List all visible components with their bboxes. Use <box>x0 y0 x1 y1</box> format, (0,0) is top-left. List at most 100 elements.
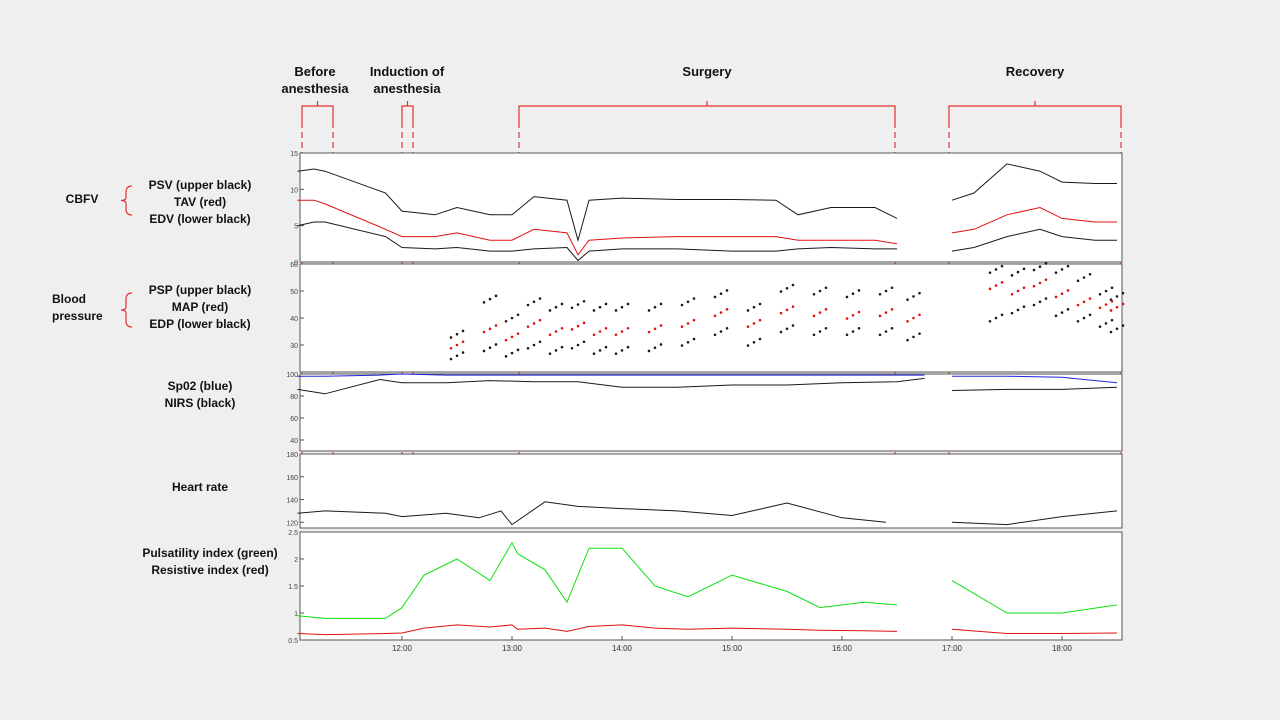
series-line-pi-pulsatility-index-recovery <box>951 580 1118 614</box>
data-point-bp-psp <box>494 294 498 298</box>
data-point-bp-psp <box>510 316 514 320</box>
x-tick-label: 16:00 <box>832 644 853 653</box>
data-point-bp-map <box>455 343 459 347</box>
data-point-bp-edp <box>482 349 486 353</box>
data-point-bp-map <box>1066 289 1070 292</box>
data-point-bp-edp <box>1044 297 1048 300</box>
data-point-bp-edp <box>1038 300 1042 304</box>
data-point-bp-psp <box>1088 272 1092 276</box>
data-point-bp-psp <box>538 297 542 300</box>
data-point-bp-psp <box>818 289 822 293</box>
y-tick-label-oxy: 40 <box>290 438 298 445</box>
data-point-bp-map <box>538 318 542 322</box>
data-point-bp-map <box>647 330 651 334</box>
x-tick-label: 17:00 <box>942 644 963 653</box>
data-point-bp-map <box>719 311 723 314</box>
data-point-bp-edp <box>812 333 816 337</box>
data-point-bp-psp <box>626 302 630 306</box>
data-point-bp-edp <box>532 343 536 347</box>
data-point-bp-edp <box>1054 314 1058 318</box>
y-tick-label-oxy: 60 <box>290 416 298 423</box>
data-point-bp-edp <box>890 326 894 330</box>
y-tick-label-cbfv: 5 <box>294 224 298 231</box>
x-tick-label: 13:00 <box>502 644 523 653</box>
data-point-bp-edp <box>1088 313 1092 317</box>
data-point-bp-psp <box>791 283 795 287</box>
data-point-bp-map <box>1076 303 1080 307</box>
data-point-bp-psp <box>647 309 651 312</box>
data-point-bp-map <box>725 308 729 311</box>
data-point-bp-edp <box>680 344 684 347</box>
data-point-bp-edp <box>598 349 602 352</box>
data-point-bp-psp <box>620 305 624 309</box>
data-point-bp-psp <box>449 336 453 339</box>
data-point-bp-map <box>758 318 762 322</box>
y-tick-label-pi: 1 <box>294 611 298 618</box>
data-point-bp-psp <box>1098 292 1102 296</box>
data-point-bp-edp <box>1104 322 1108 325</box>
data-point-bp-psp <box>779 290 783 293</box>
cbfv-group-label: CBFV <box>65 192 99 206</box>
data-point-bp-map <box>592 333 596 337</box>
data-point-bp-psp <box>1082 276 1086 279</box>
data-point-bp-edp <box>906 338 909 342</box>
data-point-bp-edp <box>1010 311 1014 315</box>
data-point-bp-map <box>1060 292 1064 296</box>
data-point-bp-map <box>845 317 849 320</box>
data-point-bp-psp <box>516 313 520 317</box>
panel-frame-bp <box>299 263 1123 373</box>
data-point-bp-edp <box>791 324 795 327</box>
data-point-bp-edp <box>845 333 849 337</box>
data-point-bp-map <box>918 313 921 317</box>
data-point-bp-map <box>554 330 558 333</box>
data-point-bp-psp <box>614 309 618 312</box>
data-point-bp-psp <box>851 292 855 296</box>
data-point-bp-psp <box>1022 267 1026 271</box>
data-point-bp-map <box>912 316 915 320</box>
label-brace <box>120 185 133 216</box>
data-point-bp-map <box>1098 306 1102 310</box>
data-point-bp-psp <box>912 295 915 298</box>
data-point-bp-psp <box>554 305 558 309</box>
data-point-bp-map <box>626 326 630 330</box>
data-point-bp-map <box>494 324 498 327</box>
data-point-bp-map <box>779 311 783 315</box>
data-point-bp-psp <box>1060 268 1064 271</box>
data-point-bp-map <box>1022 286 1026 290</box>
data-point-bp-map <box>1121 302 1125 306</box>
series-line-cbfv-edv-recovery <box>951 228 1117 252</box>
data-point-bp-map <box>1115 305 1119 309</box>
y-tick-label-pi: 1.5 <box>288 584 298 591</box>
series-line-oxy-nirs <box>297 377 925 395</box>
data-point-bp-edp <box>1066 308 1070 311</box>
data-point-bp-map <box>878 314 882 318</box>
data-point-bp-edp <box>488 346 492 350</box>
data-point-bp-map <box>582 321 586 325</box>
data-point-bp-psp <box>994 268 998 271</box>
data-point-bp-edp <box>526 346 530 350</box>
data-point-bp-edp <box>752 341 756 344</box>
data-point-bp-map <box>1010 292 1014 296</box>
phase-label-recovery: Recovery <box>1005 64 1065 79</box>
data-point-bp-psp <box>653 305 657 309</box>
y-tick-label-cbfv: 15 <box>290 151 298 158</box>
phase-bracket <box>401 101 414 122</box>
data-point-bp-edp <box>884 330 888 333</box>
panel-frame-hr <box>299 453 1123 529</box>
hr-label: Heart rate <box>171 480 229 494</box>
data-point-bp-edp <box>455 354 459 358</box>
y-tick-label-hr: 160 <box>286 475 298 482</box>
y-tick-label-cbfv: 10 <box>290 187 298 194</box>
data-point-bp-edp <box>719 330 723 333</box>
data-point-bp-map <box>482 330 486 334</box>
data-point-bp-psp <box>824 286 828 290</box>
data-point-bp-edp <box>1110 318 1114 322</box>
data-point-bp-psp <box>752 305 756 309</box>
data-point-bp-map <box>614 333 618 337</box>
data-point-bp-map <box>746 325 750 328</box>
data-point-bp-psp <box>582 299 586 303</box>
data-point-bp-map <box>620 330 624 333</box>
data-point-bp-psp <box>532 300 536 304</box>
data-point-bp-psp <box>560 302 564 306</box>
data-point-bp-map <box>686 322 690 325</box>
